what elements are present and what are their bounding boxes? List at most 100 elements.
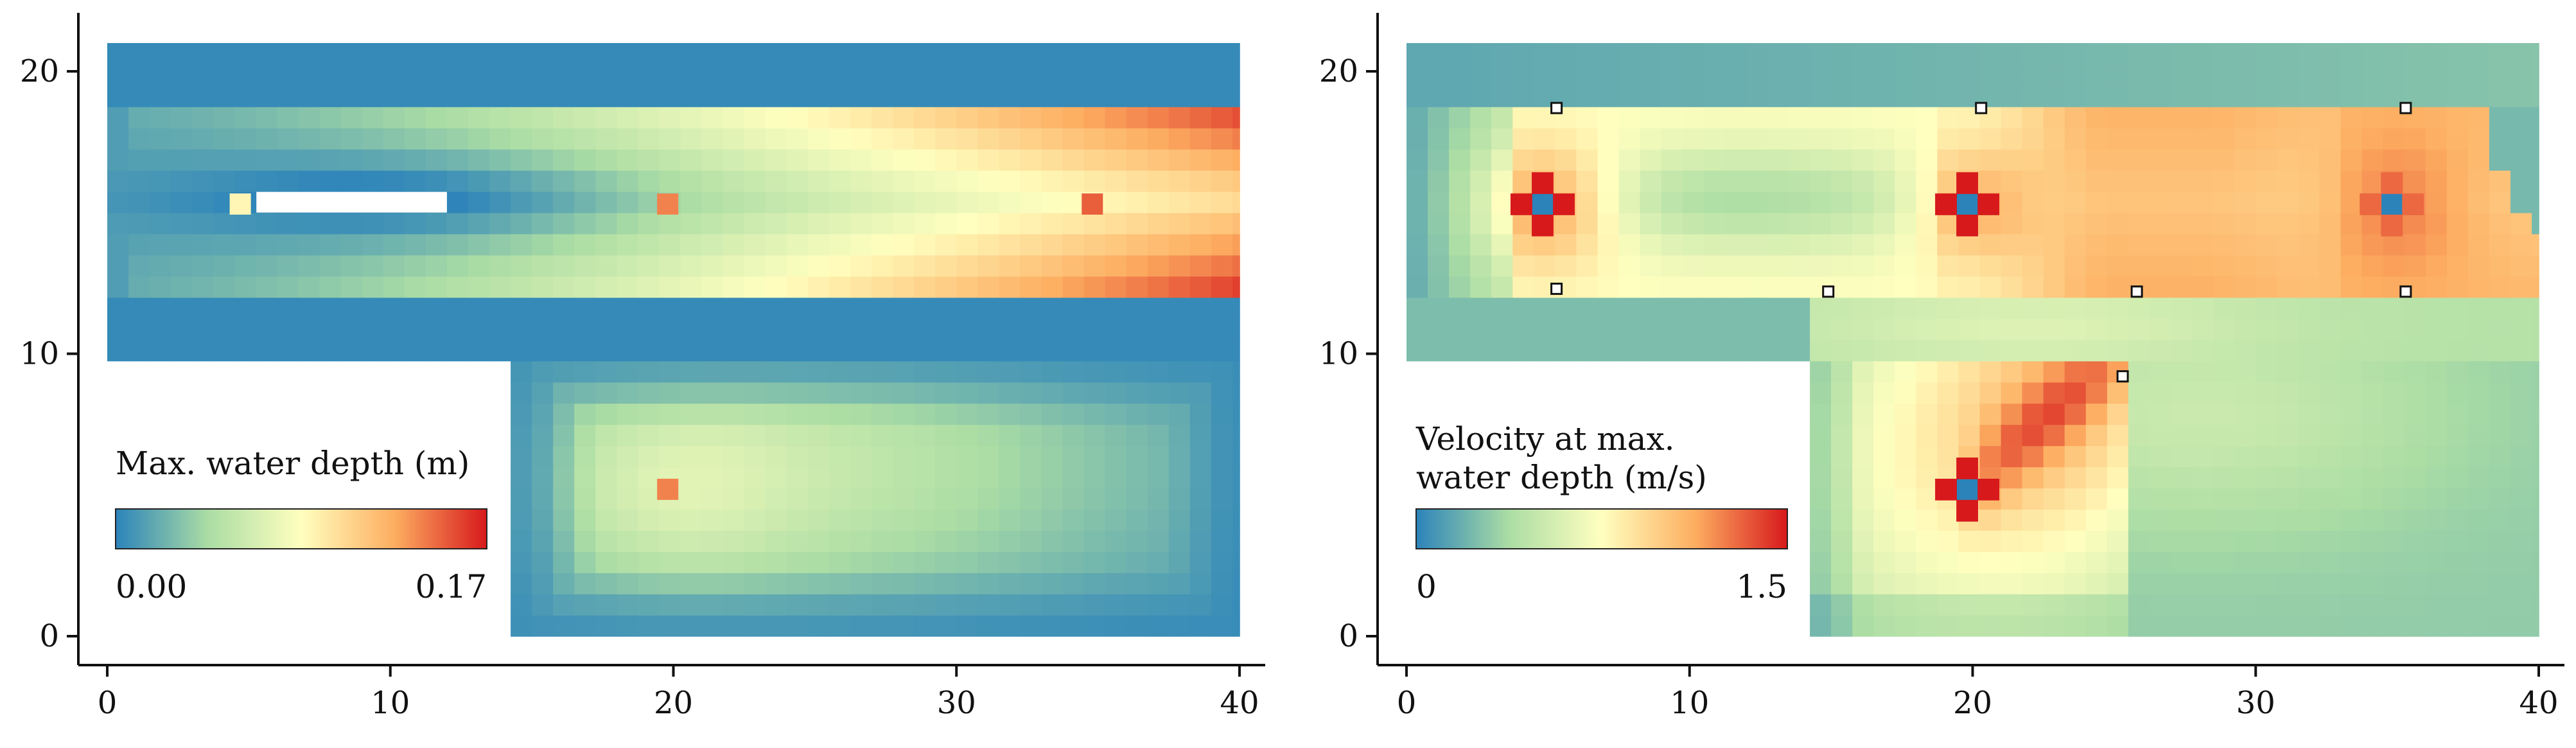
heatmap-cell bbox=[807, 254, 830, 277]
heatmap-cell bbox=[1895, 530, 1917, 552]
heatmap-cell bbox=[553, 339, 575, 362]
heatmap-cell bbox=[977, 85, 1000, 107]
heatmap-cell bbox=[2510, 424, 2532, 447]
heatmap-cell bbox=[872, 318, 893, 341]
heatmap-cell bbox=[1576, 64, 1599, 86]
heatmap-cell bbox=[1147, 233, 1170, 256]
heatmap-cell bbox=[893, 488, 915, 510]
heatmap-cell bbox=[1105, 445, 1127, 468]
heatmap-cell bbox=[1767, 254, 1789, 277]
heatmap-cell bbox=[2340, 148, 2363, 171]
heatmap-cell bbox=[977, 361, 1000, 383]
heatmap-cell bbox=[1512, 297, 1535, 319]
heatmap-cell bbox=[2192, 467, 2214, 489]
heatmap-cell bbox=[786, 191, 809, 213]
heatmap-cell bbox=[828, 85, 851, 107]
heatmap-cell bbox=[171, 254, 193, 277]
heatmap-cell bbox=[2425, 361, 2448, 383]
heatmap-cell bbox=[1168, 339, 1191, 362]
heatmap-cell bbox=[2064, 212, 2087, 235]
heatmap-cell bbox=[1147, 318, 1170, 341]
heatmap-cell bbox=[1211, 361, 1233, 383]
heatmap-cell bbox=[2043, 127, 2065, 150]
heatmap-cell bbox=[1979, 127, 2002, 150]
heatmap-cell bbox=[977, 191, 1000, 213]
heatmap-cell bbox=[1168, 424, 1191, 447]
heatmap-cell bbox=[1979, 64, 2002, 86]
heatmap-cell bbox=[914, 361, 936, 383]
heatmap-cell bbox=[2425, 573, 2448, 594]
heatmap-cell bbox=[638, 615, 660, 637]
heatmap-cell bbox=[1576, 148, 1599, 171]
heatmap-cell bbox=[2107, 233, 2129, 256]
heatmap-cell bbox=[1937, 318, 1959, 341]
heatmap-cell bbox=[1767, 170, 1789, 192]
heatmap-cell bbox=[2085, 445, 2108, 468]
heatmap-cell bbox=[1555, 212, 1577, 235]
heatmap-cell bbox=[107, 148, 129, 171]
heatmap-cell bbox=[765, 615, 787, 637]
heatmap-cell bbox=[1958, 127, 1981, 150]
heatmap-cell bbox=[128, 43, 150, 65]
heatmap-cell bbox=[786, 382, 809, 404]
heatmap-cell bbox=[1041, 573, 1064, 594]
heatmap-cell bbox=[1105, 85, 1127, 107]
heatmap-cell bbox=[1852, 43, 1875, 65]
heatmap-cell bbox=[1916, 445, 1938, 468]
heatmap-cell bbox=[532, 573, 554, 594]
heatmap-cell bbox=[765, 467, 787, 489]
heatmap-cell bbox=[2404, 615, 2426, 637]
hotspot bbox=[1532, 172, 1554, 194]
heatmap-cell bbox=[659, 233, 681, 256]
heatmap-cell bbox=[1979, 530, 2002, 552]
heatmap-cell bbox=[1618, 43, 1641, 65]
heatmap-cell bbox=[1916, 509, 1938, 531]
heatmap-cell bbox=[956, 127, 979, 150]
heatmap-cell bbox=[1831, 233, 1853, 256]
heatmap-cell bbox=[1895, 488, 1917, 510]
heatmap-cell bbox=[935, 297, 958, 319]
heatmap-cell bbox=[1105, 361, 1127, 383]
heatmap-cell bbox=[1597, 233, 1620, 256]
heatmap-cell bbox=[850, 212, 872, 235]
heatmap-cell bbox=[2085, 276, 2108, 298]
heatmap-cell bbox=[850, 509, 872, 531]
heatmap-cell bbox=[893, 339, 915, 362]
heatmap-cell bbox=[511, 191, 532, 213]
heatmap-cell bbox=[489, 148, 511, 171]
heatmap-cell bbox=[723, 43, 745, 65]
heatmap-cell bbox=[2319, 573, 2342, 594]
heatmap-cell bbox=[1020, 467, 1042, 489]
colorbar-title: Max. water depth (m) bbox=[116, 445, 469, 482]
heatmap-cell bbox=[1232, 64, 1240, 86]
heatmap-cell bbox=[213, 170, 236, 192]
heatmap-cell bbox=[2043, 488, 2065, 510]
heatmap-cell bbox=[680, 339, 703, 362]
heatmap-cell bbox=[2192, 573, 2214, 594]
heatmap-cell bbox=[977, 445, 1000, 468]
heatmap-cell bbox=[2022, 573, 2044, 594]
heatmap-cell bbox=[765, 254, 787, 277]
heatmap-cell bbox=[1958, 615, 1981, 637]
heatmap-cell bbox=[277, 318, 299, 341]
heatmap-cell bbox=[1020, 594, 1042, 616]
heatmap-cell bbox=[234, 254, 257, 277]
heatmap-cell bbox=[1937, 127, 1959, 150]
heatmap-cell bbox=[2467, 361, 2490, 383]
heatmap-cell bbox=[638, 233, 660, 256]
heatmap-cell bbox=[638, 551, 660, 573]
heatmap-cell bbox=[1062, 339, 1085, 362]
heatmap-cell bbox=[1703, 85, 1726, 107]
heatmap-cell bbox=[1873, 509, 1896, 531]
heatmap-cell bbox=[277, 106, 299, 129]
heatmap-cell bbox=[807, 530, 830, 552]
heatmap-cell bbox=[2085, 573, 2108, 594]
heatmap-cell bbox=[638, 148, 660, 171]
heatmap-cell bbox=[1810, 488, 1832, 510]
heatmap-cell bbox=[828, 233, 851, 256]
heatmap-cell bbox=[2128, 339, 2150, 362]
heatmap-cell bbox=[2277, 424, 2299, 447]
heatmap-cell bbox=[1873, 191, 1896, 213]
heatmap-cell bbox=[1724, 254, 1747, 277]
heatmap-cell bbox=[1041, 276, 1064, 298]
